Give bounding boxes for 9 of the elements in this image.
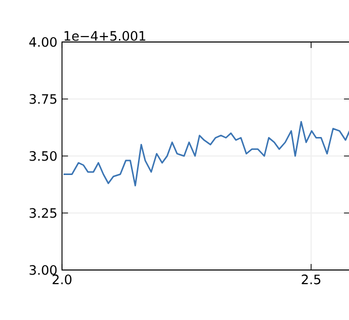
line-series — [62, 121, 349, 186]
x-tick-label: 2.0 — [52, 274, 72, 284]
y-tick-label: 4.00 — [29, 37, 57, 47]
text: 1e−4+5.001 — [64, 31, 146, 41]
x-tick-label: 2.5 — [302, 274, 320, 284]
y-tick-label: 3.00 — [30, 265, 57, 275]
y-tick-label: 3.50 — [30, 151, 57, 161]
y-tick-label: 3.25 — [30, 208, 56, 218]
y-tick-label: 3.75 — [30, 94, 56, 104]
